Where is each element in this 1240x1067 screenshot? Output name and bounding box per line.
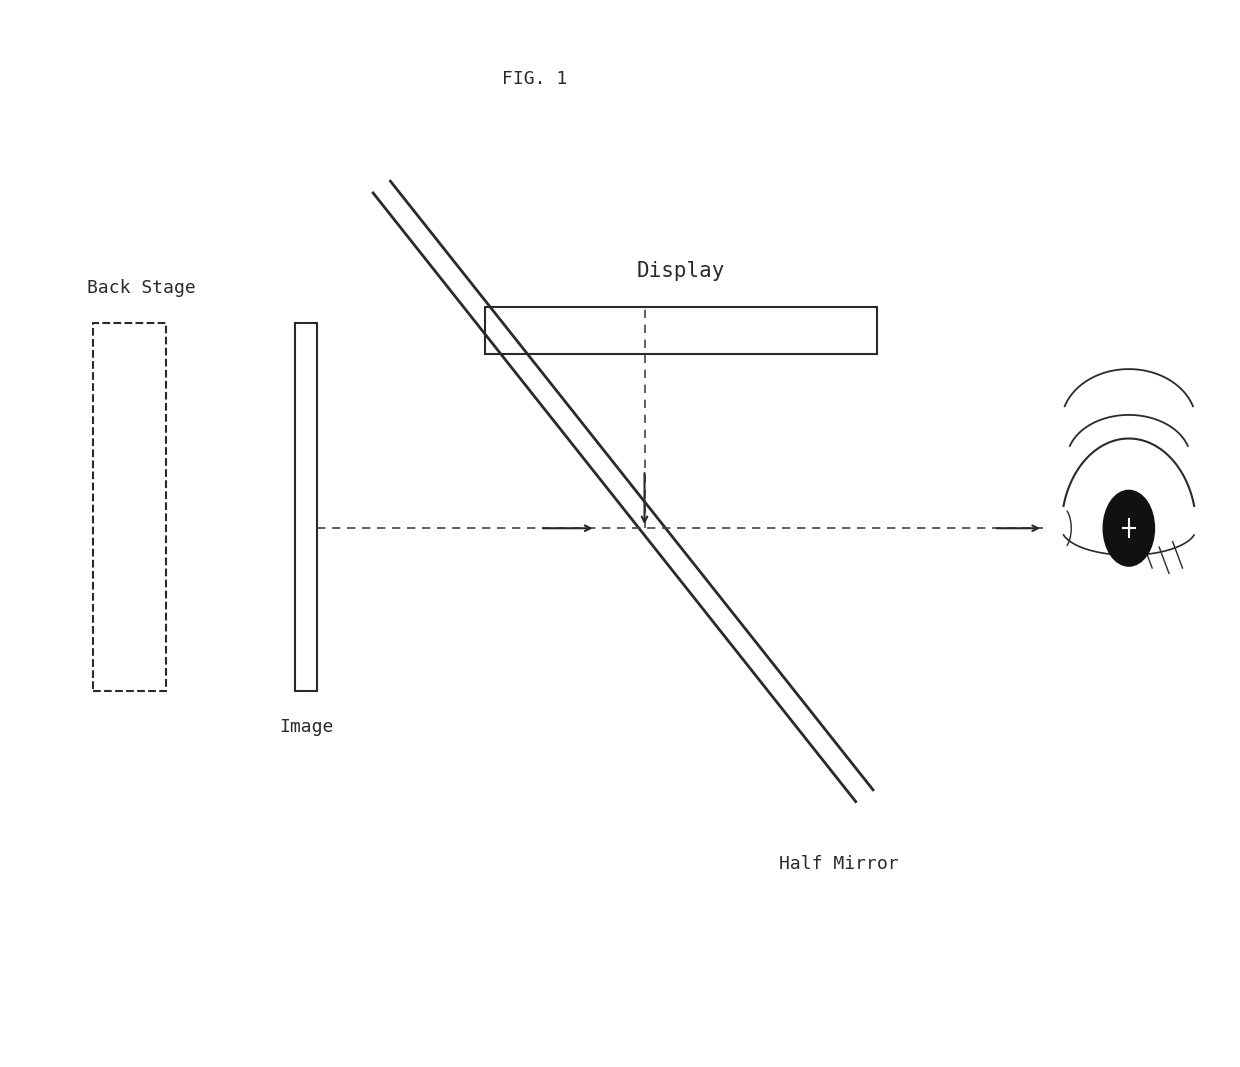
Bar [93,323,166,691]
Ellipse shape [1104,491,1154,567]
Bar [295,323,317,691]
Text: Display: Display [637,260,725,281]
Bar [485,307,878,354]
Text: Back Stage: Back Stage [87,278,196,297]
Text: FIG. 1: FIG. 1 [501,70,567,89]
Text: Half Mirror: Half Mirror [780,855,899,873]
Text: Image: Image [279,718,334,736]
